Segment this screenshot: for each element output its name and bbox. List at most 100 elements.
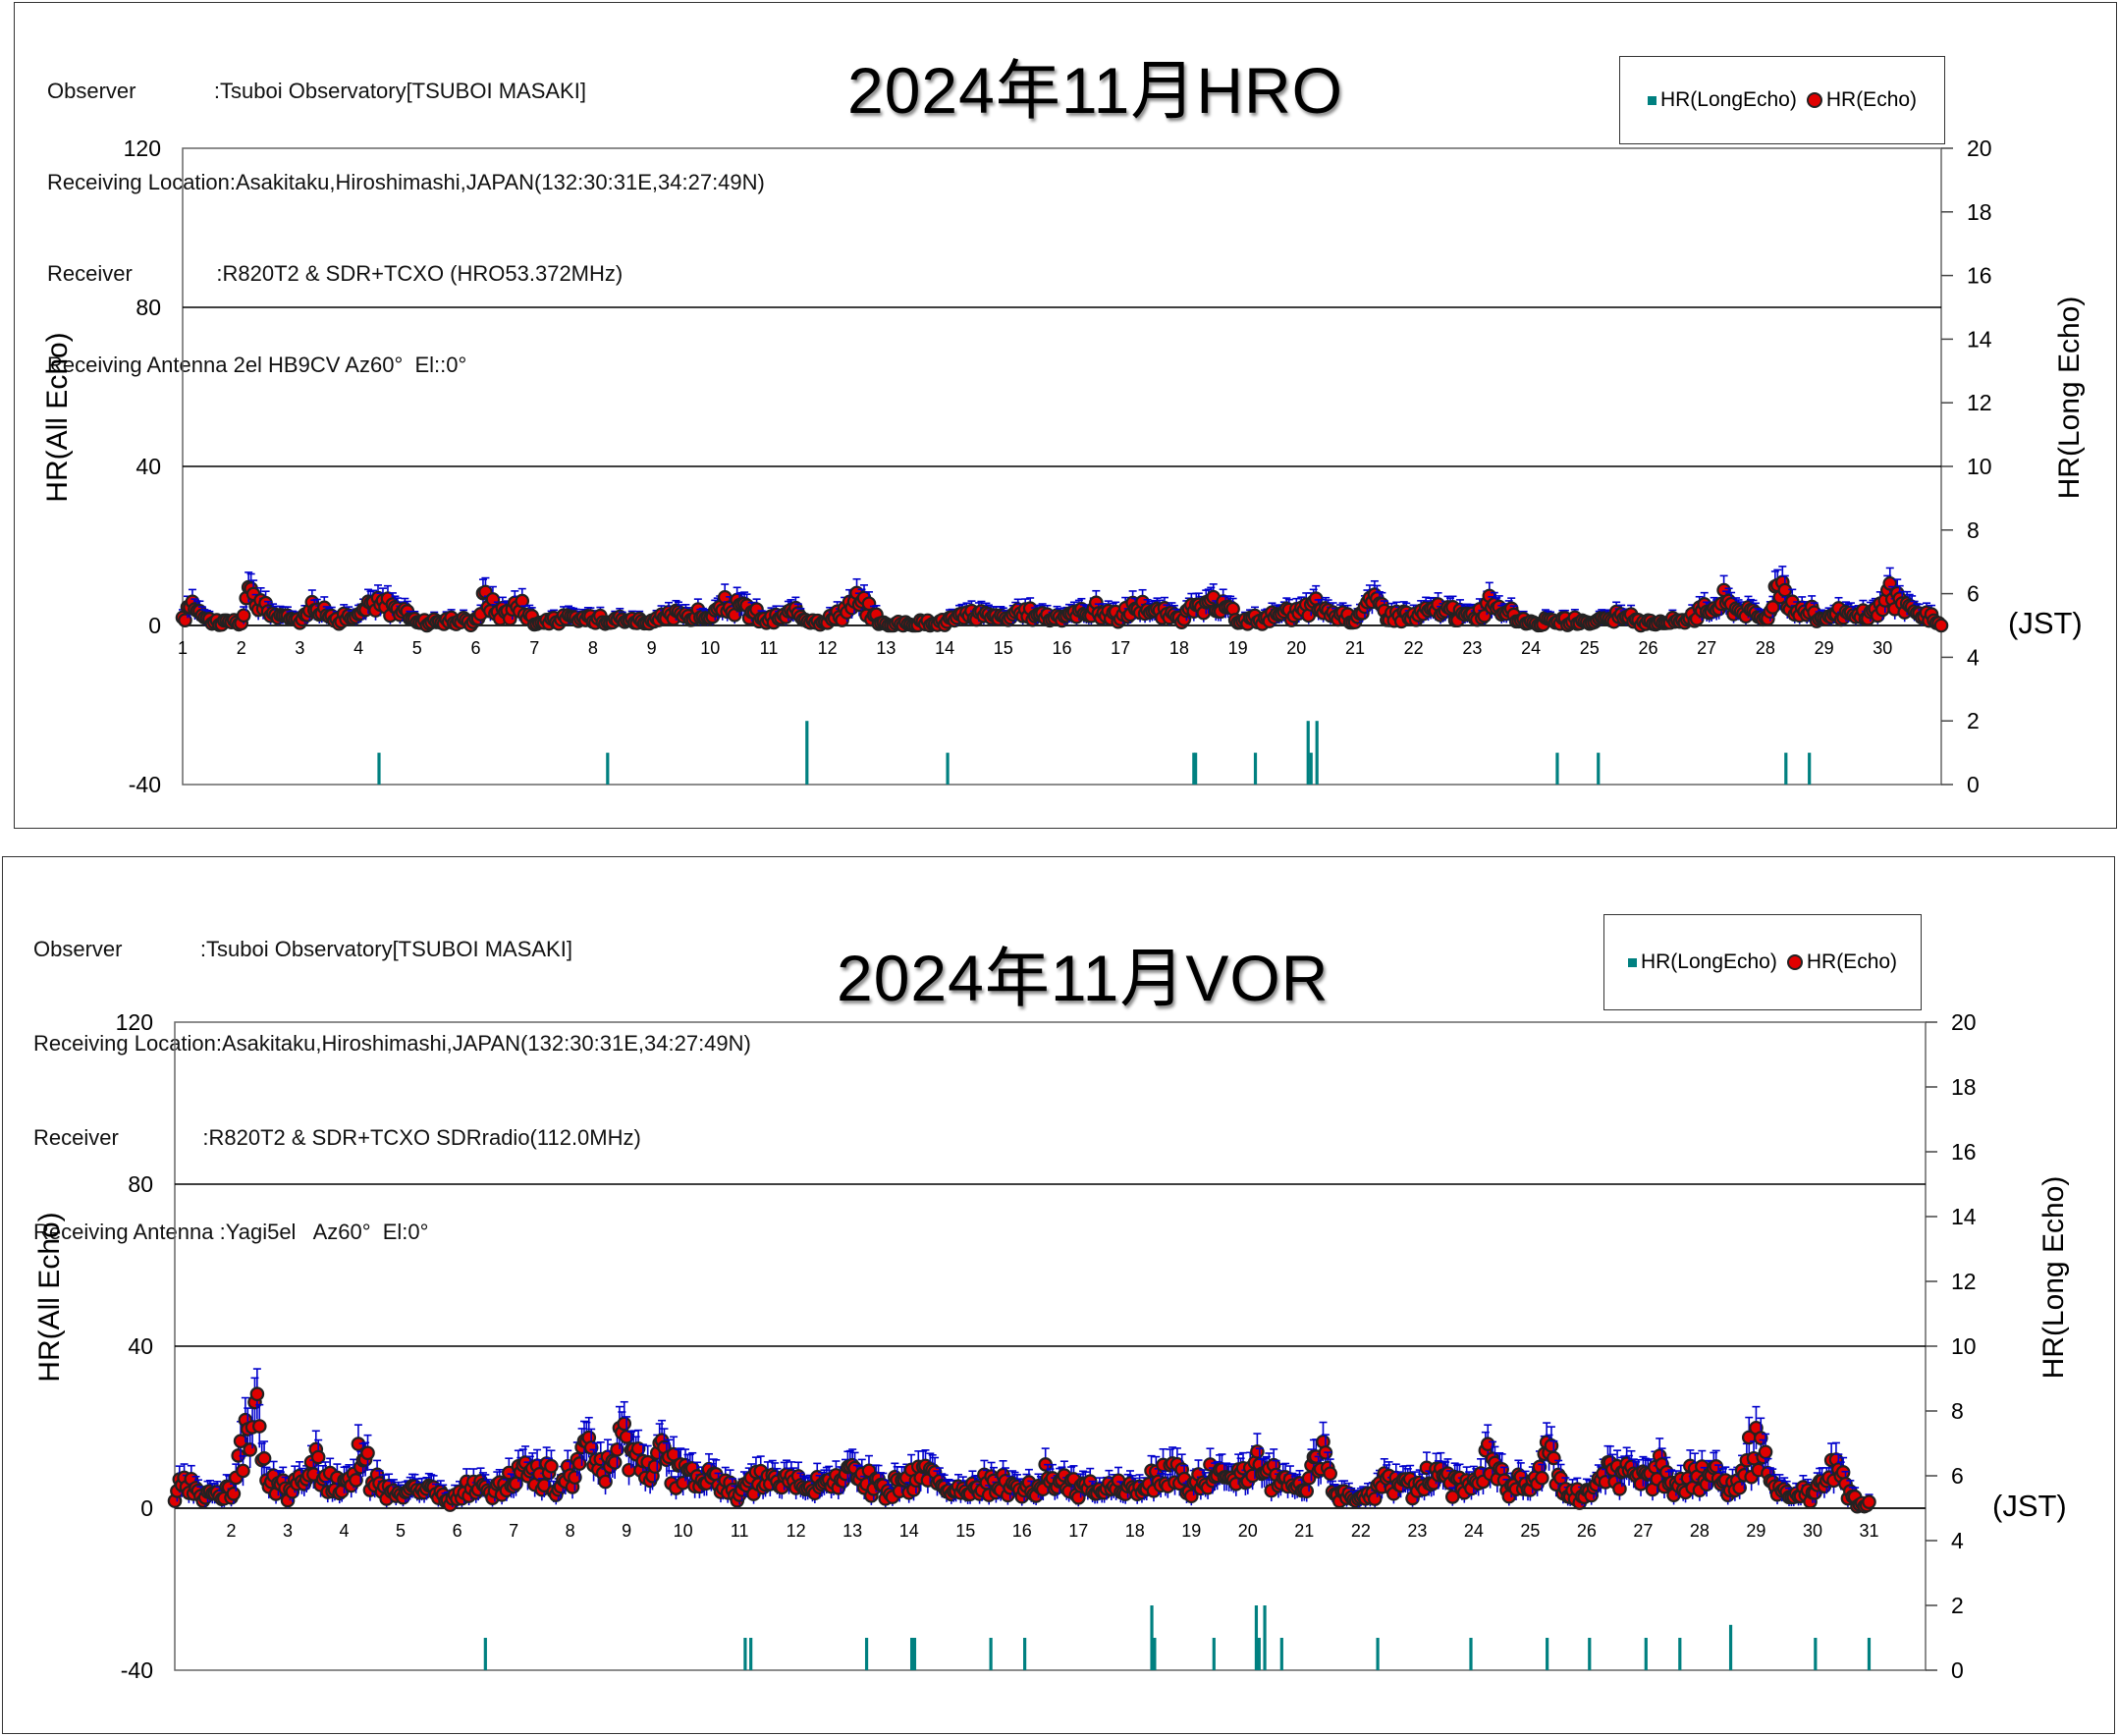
hro-right-axis-title: HR(Long Echo): [2053, 297, 2086, 500]
vor-x-tick-label: 27: [1633, 1521, 1653, 1541]
vor-info-location: Receiving Location:Asakitaku,Hiroshimash…: [33, 1031, 751, 1056]
vor-longecho-bar: [1257, 1638, 1261, 1670]
hro-x-tick-label: 21: [1345, 638, 1365, 658]
vor-echo-point: [1862, 1494, 1876, 1509]
vor-longecho-bar: [1279, 1638, 1283, 1670]
vor-echo-point: [1480, 1437, 1495, 1451]
vor-x-tick-label: 5: [396, 1521, 406, 1541]
vor-longecho-bar: [1678, 1638, 1682, 1670]
vor-x-tick-label: 31: [1859, 1521, 1878, 1541]
hro-x-tick-label: 14: [935, 638, 954, 658]
vor-x-tick-label: 13: [842, 1521, 862, 1541]
vor-longecho-bar: [1153, 1638, 1157, 1670]
vor-x-tick-label: 19: [1181, 1521, 1201, 1541]
hro-x-tick-label: 23: [1462, 638, 1482, 658]
hro-info-antenna: Receiving Antenna 2el HB9CV Az60° El::0°: [47, 353, 467, 377]
hro-left-axis-title: HR(All Echo): [41, 332, 74, 502]
vor-right-tick-label: 14: [1951, 1204, 1977, 1229]
hro-echo-point: [515, 593, 530, 609]
vor-longecho-bar: [909, 1638, 914, 1670]
vor-x-tick-label: 23: [1407, 1521, 1427, 1541]
vor-x-tick-label: 3: [283, 1521, 293, 1541]
vor-right-tick-label: 10: [1951, 1333, 1977, 1359]
vor-echo-point: [1709, 1459, 1724, 1474]
vor-echo-point: [236, 1463, 250, 1479]
hro-left-tick-label: 80: [136, 295, 161, 320]
vor-echo-point: [1250, 1444, 1265, 1459]
hro-x-tick-label: 11: [760, 638, 779, 658]
vor-echo-point: [233, 1434, 248, 1448]
vor-longecho-bar: [1728, 1624, 1733, 1670]
vor-right-tick-label: 4: [1951, 1528, 1964, 1553]
vor-x-tick-label: 30: [1803, 1521, 1822, 1541]
vor-echo-point: [349, 1473, 363, 1488]
hro-station-info: Observer :Tsuboi Observatory[TSUBOI MASA…: [47, 15, 765, 441]
hro-x-tick-label: 6: [470, 638, 480, 658]
hro-right-tick-label: 10: [1967, 454, 1992, 479]
vor-legend-echo: HR(Echo): [1786, 950, 1897, 974]
vor-echo-point: [617, 1416, 632, 1432]
vor-echo-series: [167, 1368, 1876, 1514]
vor-longecho-bar: [1644, 1638, 1648, 1670]
hro-info-receiver: Receiver :R820T2 & SDR+TCXO (HRO53.372MH…: [47, 261, 624, 286]
hro-echo-point: [1765, 600, 1780, 615]
hro-x-tick-label: 22: [1404, 638, 1424, 658]
hro-x-tick-label: 30: [1873, 638, 1892, 658]
vor-x-tick-label: 26: [1577, 1521, 1597, 1541]
hro-x-tick-label: 25: [1580, 638, 1600, 658]
vor-longecho-bar: [1212, 1638, 1216, 1670]
vor-x-tick-label: 29: [1746, 1521, 1765, 1541]
hro-right-tick-label: 8: [1967, 517, 1980, 543]
hro-x-tick-label: 27: [1697, 638, 1716, 658]
vor-longecho-bar: [1263, 1605, 1267, 1670]
vor-right-tick-label: 18: [1951, 1074, 1977, 1100]
hro-left-tick-label: -40: [129, 772, 161, 797]
vor-longecho-bar: [1814, 1638, 1818, 1670]
hro-x-tick-label: 8: [588, 638, 598, 658]
hro-longecho-bar: [1784, 752, 1788, 785]
vor-left-tick-label: 0: [140, 1495, 153, 1521]
hro-x-tick-label: 28: [1756, 638, 1775, 658]
vor-legend-longecho-label: HR(LongEcho): [1640, 950, 1777, 973]
vor-x-tick-label: 4: [340, 1521, 350, 1541]
hro-longecho-bar: [946, 752, 950, 785]
vor-longecho-bar: [1254, 1605, 1259, 1670]
vor-x-unit-label: (JST): [1992, 1489, 2067, 1523]
vor-longecho-bar: [1376, 1638, 1380, 1670]
hro-right-tick-label: 2: [1967, 708, 1980, 733]
vor-x-tick-label: 28: [1690, 1521, 1710, 1541]
vor-longecho-bar: [743, 1638, 747, 1670]
vor-x-tick-label: 24: [1464, 1521, 1484, 1541]
vor-left-axis-title: HR(All Echo): [33, 1212, 66, 1382]
hro-x-tick-label: 26: [1638, 638, 1657, 658]
vor-longecho-bar: [989, 1638, 993, 1670]
hro-legend-longecho-label: HR(LongEcho): [1659, 88, 1797, 111]
vor-info-observer: Observer :Tsuboi Observatory[TSUBOI MASA…: [33, 937, 572, 961]
vor-echo-point: [1535, 1470, 1549, 1486]
hro-x-tick-label: 17: [1111, 638, 1130, 658]
vor-x-tick-label: 17: [1068, 1521, 1088, 1541]
vor-echo-point: [251, 1419, 267, 1434]
hro-x-tick-label: 16: [1052, 638, 1071, 658]
hro-x-tick-label: 20: [1286, 638, 1306, 658]
echo-swatch-icon: [1786, 954, 1803, 970]
vor-station-info: Observer :Tsuboi Observatory[TSUBOI MASA…: [33, 871, 751, 1311]
vor-echo-point: [310, 1449, 326, 1465]
vor-right-tick-label: 6: [1951, 1463, 1964, 1489]
vor-longecho-bar: [749, 1638, 753, 1670]
vor-left-tick-label: -40: [121, 1657, 153, 1683]
vor-right-tick-label: 2: [1951, 1593, 1964, 1618]
hro-x-unit-label: (JST): [2008, 606, 2083, 640]
vor-x-tick-label: 12: [787, 1521, 806, 1541]
hro-x-tick-label: 15: [994, 638, 1013, 658]
vor-chart-title: 2024年11月VOR: [837, 942, 1330, 1014]
vor-echo-point: [544, 1458, 559, 1474]
vor-x-tick-label: 25: [1520, 1521, 1540, 1541]
hro-x-tick-label: 19: [1228, 638, 1248, 658]
vor-left-tick-label: 40: [128, 1333, 153, 1359]
hro-info-location: Receiving Location:Asakitaku,Hiroshimash…: [47, 170, 765, 194]
hro-longecho-bar: [1192, 752, 1196, 785]
vor-x-tick-label: 11: [731, 1521, 749, 1541]
vor-x-tick-label: 2: [227, 1521, 237, 1541]
